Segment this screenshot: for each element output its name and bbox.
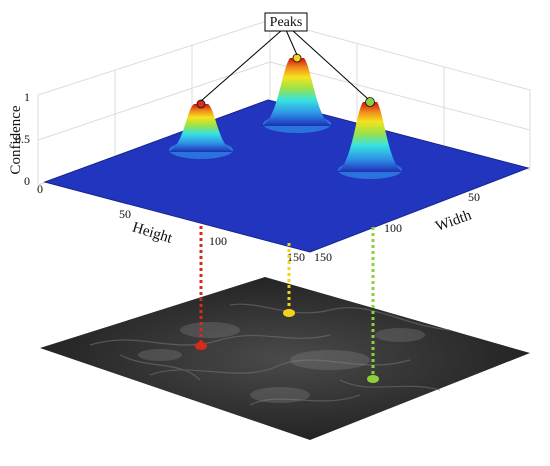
x-tick-150: 150 [287,250,305,264]
image-marker-red [195,342,207,350]
x-tick-100: 100 [209,234,227,248]
texture-vein [339,379,441,391]
image-marker-green [367,375,379,383]
callout-box [264,12,308,32]
y-tick-100: 100 [384,221,402,235]
texture-blob [180,322,240,338]
texture-vein [149,359,411,376]
callout-line [285,29,298,56]
z-tick-1: 1 [24,90,30,104]
y-tick-150: 150 [314,250,332,264]
image-plane-base [40,277,530,440]
texture-blob [250,387,310,403]
texture-vein [89,334,331,346]
peak-marker-red [196,99,206,109]
image-highlights [138,322,425,403]
back-wall-right [269,19,531,171]
x-axis-label: Height [130,220,175,247]
y-tick-50: 50 [468,190,480,204]
texture-vein [119,354,201,381]
texture-blob [138,349,182,361]
z-axis-label: Confidence [8,105,24,174]
texture-blob [290,350,370,370]
peak-marker-green [365,97,375,107]
z-tick-0-5: 0.5 [15,132,30,146]
peak-surface [262,58,332,126]
x-tick-50: 50 [119,207,131,221]
peak-middle [262,58,332,133]
texture-blob [375,328,425,342]
texture-vein [229,303,451,331]
z-tick-0: 0 [24,174,30,188]
peak-surface [168,104,234,152]
peak-surface [337,102,403,172]
image-plane [40,277,530,440]
texture-vein [249,394,361,406]
peaks-callout: Peaks [200,12,369,102]
peak-marker-yellow [292,53,302,63]
callout-label: Peaks [270,15,303,30]
surface-sheen [45,100,528,252]
callout-line [200,29,283,102]
peak-right [337,102,403,179]
x-tick-0: 0 [37,182,43,196]
peak-left [168,104,234,159]
grid-line [269,61,531,131]
image-texture [89,303,451,406]
image-marker-yellow [283,309,295,317]
y-axis-label: Width [434,207,475,235]
callout-line [291,29,369,100]
